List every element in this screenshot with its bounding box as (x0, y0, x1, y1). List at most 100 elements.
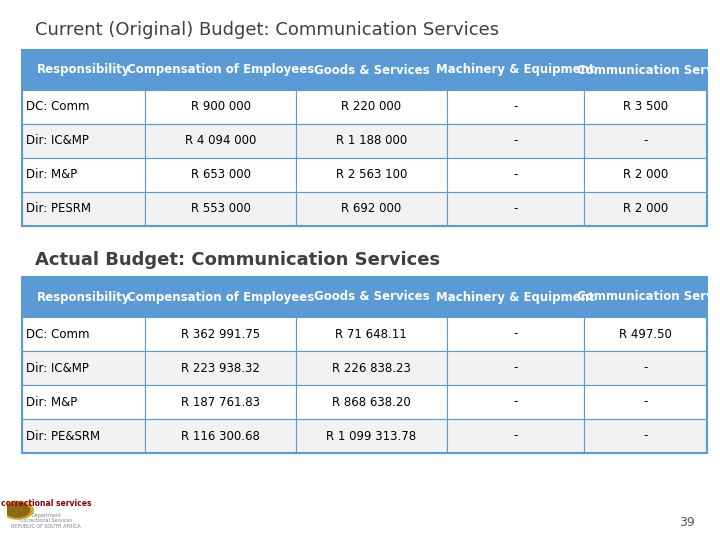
Text: -: - (513, 168, 518, 181)
Bar (584, 50, 707, 90)
Bar (446, 124, 584, 158)
Text: Dir: PE&SRM: Dir: PE&SRM (26, 429, 100, 442)
Text: Responsibility: Responsibility (37, 64, 130, 77)
Text: -: - (643, 361, 647, 375)
Text: R 223 938.32: R 223 938.32 (181, 361, 260, 375)
Text: Communication Serv: Communication Serv (577, 291, 714, 303)
Bar (584, 158, 707, 192)
Bar (446, 317, 584, 351)
Bar (584, 124, 707, 158)
Text: R 1 188 000: R 1 188 000 (336, 134, 407, 147)
Text: -: - (513, 361, 518, 375)
Text: Department: Department (31, 512, 61, 518)
Text: -: - (643, 395, 647, 408)
Bar (296, 124, 446, 158)
Text: Dir: PESRM: Dir: PESRM (26, 202, 91, 215)
Bar (145, 192, 296, 226)
Bar (22, 158, 145, 192)
Text: R 226 838.23: R 226 838.23 (332, 361, 411, 375)
Bar (584, 351, 707, 385)
Text: R 868 638.20: R 868 638.20 (332, 395, 410, 408)
Text: -: - (513, 395, 518, 408)
Text: -: - (643, 134, 647, 147)
Bar (296, 317, 446, 351)
Text: R 900 000: R 900 000 (191, 100, 251, 113)
Bar (22, 192, 145, 226)
Text: Compensation of Employees: Compensation of Employees (127, 291, 314, 303)
Bar (446, 90, 584, 124)
Bar (296, 90, 446, 124)
Bar (296, 351, 446, 385)
Text: -: - (513, 327, 518, 341)
Text: R 2 563 100: R 2 563 100 (336, 168, 407, 181)
Text: R 3 500: R 3 500 (623, 100, 668, 113)
Bar (296, 419, 446, 453)
Text: -: - (643, 429, 647, 442)
Bar (446, 419, 584, 453)
Text: R 2 000: R 2 000 (623, 168, 668, 181)
Text: R 71 648.11: R 71 648.11 (336, 327, 408, 341)
Text: DC: Comm: DC: Comm (26, 100, 89, 113)
Bar (446, 192, 584, 226)
Bar (22, 124, 145, 158)
Bar (145, 50, 296, 90)
Bar (446, 277, 584, 317)
Bar (145, 385, 296, 419)
Text: -: - (513, 429, 518, 442)
Bar (22, 50, 145, 90)
Text: Current (Original) Budget: Communication Services: Current (Original) Budget: Communication… (35, 21, 499, 39)
Text: Compensation of Employees: Compensation of Employees (127, 64, 314, 77)
Text: R 692 000: R 692 000 (341, 202, 402, 215)
Bar (296, 277, 446, 317)
Bar (584, 419, 707, 453)
Bar (145, 277, 296, 317)
Text: R 362 991.75: R 362 991.75 (181, 327, 260, 341)
Bar (22, 419, 145, 453)
Text: -: - (513, 134, 518, 147)
Text: R 116 300.68: R 116 300.68 (181, 429, 260, 442)
Text: Correctional Services: Correctional Services (20, 518, 72, 523)
Bar (584, 277, 707, 317)
Text: REPUBLIC OF SOUTH AFRICA: REPUBLIC OF SOUTH AFRICA (12, 524, 81, 529)
Bar (145, 351, 296, 385)
Bar (296, 158, 446, 192)
Bar (296, 192, 446, 226)
Text: Machinery & Equipment: Machinery & Equipment (436, 291, 595, 303)
Bar (584, 317, 707, 351)
Bar (22, 90, 145, 124)
Text: R 2 000: R 2 000 (623, 202, 668, 215)
Text: R 220 000: R 220 000 (341, 100, 402, 113)
Text: Actual Budget: Communication Services: Actual Budget: Communication Services (35, 251, 440, 269)
Text: R 553 000: R 553 000 (191, 202, 251, 215)
Text: Dir: M&P: Dir: M&P (26, 168, 77, 181)
Text: 39: 39 (679, 516, 695, 529)
Bar (446, 158, 584, 192)
Text: Communication Serv: Communication Serv (577, 64, 714, 77)
Text: -: - (513, 202, 518, 215)
Text: R 4 094 000: R 4 094 000 (185, 134, 256, 147)
Bar (446, 351, 584, 385)
Bar (22, 351, 145, 385)
Text: Dir: M&P: Dir: M&P (26, 395, 77, 408)
Bar (22, 317, 145, 351)
Bar (145, 90, 296, 124)
Bar (145, 124, 296, 158)
Text: R 497.50: R 497.50 (619, 327, 672, 341)
Bar (584, 90, 707, 124)
Text: Machinery & Equipment: Machinery & Equipment (436, 64, 595, 77)
Bar (22, 277, 707, 453)
Circle shape (2, 502, 33, 519)
Text: R 1 099 313.78: R 1 099 313.78 (326, 429, 416, 442)
Text: DC: Comm: DC: Comm (26, 327, 89, 341)
Text: Responsibility: Responsibility (37, 291, 130, 303)
Text: Dir: IC&MP: Dir: IC&MP (26, 134, 89, 147)
Bar (145, 419, 296, 453)
Bar (584, 385, 707, 419)
Text: correctional services: correctional services (1, 498, 91, 508)
Text: Goods & Services: Goods & Services (313, 291, 429, 303)
Text: R 653 000: R 653 000 (191, 168, 251, 181)
Text: -: - (513, 100, 518, 113)
Bar (296, 50, 446, 90)
Bar (296, 385, 446, 419)
Bar (22, 385, 145, 419)
